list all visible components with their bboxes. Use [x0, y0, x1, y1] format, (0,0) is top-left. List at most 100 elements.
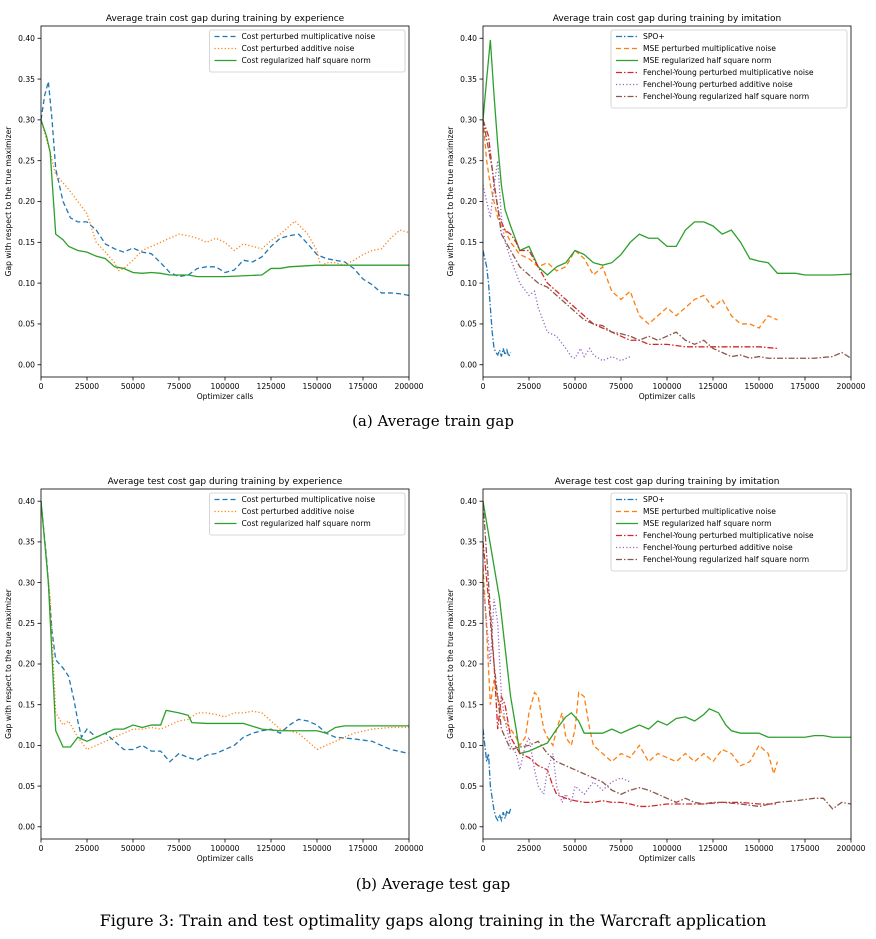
y-tick-label: 0.25 — [460, 156, 477, 165]
x-axis-label: Optimizer calls — [197, 854, 254, 863]
x-tick-label: 100000 — [653, 382, 682, 391]
x-tick-label: 50000 — [563, 382, 587, 391]
legend-box — [610, 492, 848, 572]
y-tick-label: 0.15 — [18, 238, 35, 247]
chart-title: Average train cost gap during training b… — [553, 14, 782, 24]
figure-caption: Figure 3: Train and test optimality gaps… — [99, 911, 767, 930]
x-axis-label: Optimizer calls — [639, 854, 696, 863]
plot-frame — [40, 488, 410, 840]
series-line-1 — [41, 81, 409, 297]
series-line-1 — [41, 501, 409, 763]
x-tick-label: 175000 — [791, 844, 820, 853]
x-tick-label: 75000 — [167, 382, 191, 391]
legend: SPO+ MSE perturbed multiplicative noise MS… — [610, 29, 848, 109]
y-tick-label: 0.40 — [460, 497, 477, 506]
x-tick-label: 200000 — [837, 382, 866, 391]
x-tick-label: 75000 — [609, 844, 633, 853]
legend-entry: Fenchel-Young perturbed multiplicative n… — [643, 531, 814, 540]
y-axis-label: Gap with respect to the true maximizer — [446, 126, 455, 277]
series-line-5 — [483, 582, 631, 805]
legend-entry: MSE regularized half square norm — [643, 56, 772, 65]
legend-entry: Cost perturbed additive noise — [242, 44, 355, 53]
y-axis-label: Gap with respect to the true maximizer — [4, 126, 13, 277]
y-tick-label: 0.10 — [18, 741, 35, 750]
x-tick-label: 50000 — [121, 382, 145, 391]
series-line-3 — [41, 501, 409, 748]
x-tick-label: 0 — [39, 844, 44, 853]
legend-entry: Fenchel-Young regularized half square no… — [643, 92, 809, 101]
y-axis-label: Gap with respect to the true maximizer — [4, 588, 13, 739]
plot-frame — [40, 25, 410, 378]
x-tick-label: 200000 — [837, 844, 866, 853]
x-tick-label: 125000 — [257, 382, 286, 391]
legend-entry: MSE perturbed multiplicative noise — [643, 507, 776, 516]
y-tick-label: 0.05 — [18, 782, 35, 791]
legend-entry: Cost perturbed multiplicative noise — [242, 32, 376, 41]
chart-3: 0 25000 50000 75000 100000 125000 150000 175000… — [4, 477, 424, 863]
y-tick-label: 0.15 — [18, 700, 35, 709]
x-tick-label: 25000 — [75, 844, 99, 853]
legend-entry: SPO+ — [643, 495, 665, 504]
series-line-1 — [483, 729, 512, 823]
y-tick-label: 0.05 — [460, 320, 477, 329]
y-tick-label: 0.15 — [460, 238, 477, 247]
x-tick-label: 175000 — [791, 382, 820, 391]
x-tick-label: 200000 — [395, 844, 424, 853]
legend-entry: Cost perturbed additive noise — [242, 507, 355, 516]
chart-title: Average test cost gap during training by… — [555, 477, 780, 487]
legend-entry: Cost regularized half square norm — [242, 56, 371, 65]
y-tick-label: 0.35 — [18, 538, 35, 547]
y-tick-label: 0.25 — [460, 619, 477, 628]
y-tick-label: 0.20 — [460, 197, 477, 206]
x-tick-label: 175000 — [349, 844, 378, 853]
x-tick-label: 175000 — [349, 382, 378, 391]
x-tick-label: 100000 — [653, 844, 682, 853]
y-tick-label: 0.35 — [460, 538, 477, 547]
legend-entry: Fenchel-Young perturbed multiplicative n… — [643, 68, 814, 77]
x-tick-label: 150000 — [303, 382, 332, 391]
chart-2: 0 25000 50000 75000 100000 125000 150000 175000… — [446, 14, 866, 401]
y-tick-label: 0.30 — [460, 116, 477, 125]
x-axis-label: Optimizer calls — [639, 392, 696, 401]
series-line-3 — [483, 39, 851, 276]
x-tick-label: 125000 — [699, 382, 728, 391]
legend-entry: Fenchel-Young perturbed additive noise — [643, 543, 793, 552]
x-tick-label: 150000 — [303, 844, 332, 853]
legend-entry: Cost perturbed multiplicative noise — [242, 495, 376, 504]
series-line-1 — [483, 250, 512, 359]
y-tick-label: 0.35 — [18, 75, 35, 84]
x-tick-label: 0 — [481, 382, 486, 391]
series-line-4 — [483, 119, 778, 350]
series-line-6 — [483, 501, 851, 810]
y-tick-label: 0.20 — [18, 660, 35, 669]
chart-title: Average test cost gap during training by… — [108, 477, 343, 487]
y-tick-label: 0.05 — [460, 782, 477, 791]
x-tick-label: 50000 — [121, 844, 145, 853]
x-tick-label: 0 — [39, 382, 44, 391]
x-tick-label: 75000 — [609, 382, 633, 391]
legend-box — [209, 492, 406, 536]
legend: Cost perturbed multiplicative noise Cost … — [209, 492, 406, 536]
y-tick-label: 0.30 — [18, 116, 35, 125]
y-tick-label: 0.25 — [18, 619, 35, 628]
series-line-3 — [483, 501, 851, 755]
x-tick-label: 25000 — [517, 844, 541, 853]
legend-entry: MSE perturbed multiplicative noise — [643, 44, 776, 53]
y-tick-label: 0.00 — [460, 822, 477, 831]
x-tick-label: 25000 — [517, 382, 541, 391]
y-tick-label: 0.00 — [460, 360, 477, 369]
series-line-6 — [483, 119, 851, 359]
legend: SPO+ MSE perturbed multiplicative noise MS… — [610, 492, 848, 572]
y-tick-label: 0.10 — [460, 741, 477, 750]
x-tick-label: 100000 — [211, 382, 240, 391]
y-tick-label: 0.40 — [18, 497, 35, 506]
caption-test-gap: (b) Average test gap — [355, 875, 511, 893]
y-tick-label: 0.30 — [18, 578, 35, 587]
x-tick-label: 200000 — [395, 382, 424, 391]
y-axis-label: Gap with respect to the true maximizer — [446, 588, 455, 739]
y-tick-label: 0.20 — [18, 197, 35, 206]
series-line-2 — [41, 501, 409, 751]
legend-box — [209, 29, 406, 73]
y-tick-label: 0.10 — [18, 279, 35, 288]
